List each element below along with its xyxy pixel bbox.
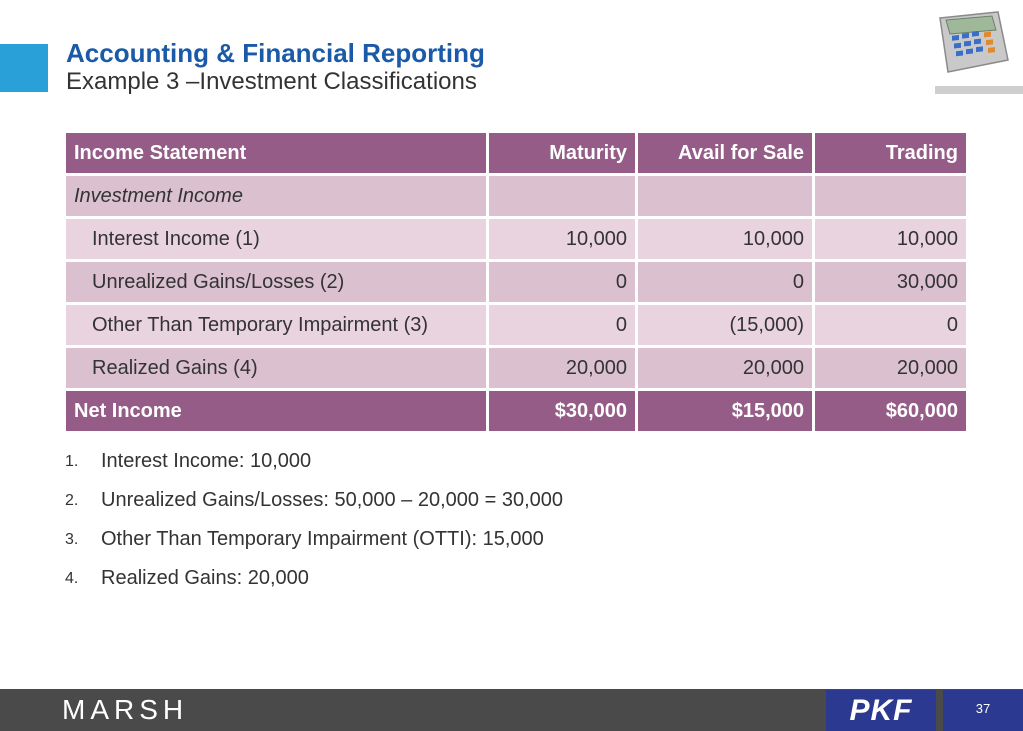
title-divider: [935, 86, 1023, 94]
footnote-item: 4. Realized Gains: 20,000: [65, 567, 563, 606]
cell-avail-for-sale: 10,000: [638, 219, 812, 259]
net-income-trading: $60,000: [815, 391, 966, 431]
footnote-number: 3.: [65, 531, 79, 548]
net-income-row: Net Income $30,000 $15,000 $60,000: [66, 391, 966, 431]
row-label: Investment Income: [66, 176, 486, 216]
header-trading: Trading: [815, 133, 966, 173]
footnote-text: Unrealized Gains/Losses: 50,000 – 20,000…: [101, 489, 563, 511]
header-avail-for-sale: Avail for Sale: [638, 133, 812, 173]
cell-avail-for-sale: [638, 176, 812, 216]
table-row: Realized Gains (4) 20,000 20,000 20,000: [66, 348, 966, 388]
footnote-item: 3. Other Than Temporary Impairment (OTTI…: [65, 528, 563, 567]
income-statement-table: Income Statement Maturity Avail for Sale…: [63, 130, 969, 434]
footnote-text: Interest Income: 10,000: [101, 450, 312, 472]
table-row: Unrealized Gains/Losses (2) 0 0 30,000: [66, 262, 966, 302]
footnote-text: Other Than Temporary Impairment (OTTI): …: [101, 528, 544, 550]
table-row: Interest Income (1) 10,000 10,000 10,000: [66, 219, 966, 259]
cell-trading: 30,000: [815, 262, 966, 302]
table-row: Investment Income: [66, 176, 966, 216]
cell-trading: [815, 176, 966, 216]
header-income-statement: Income Statement: [66, 133, 486, 173]
row-label: Other Than Temporary Impairment (3): [66, 305, 486, 345]
footnotes-list: 1. Interest Income: 10,000 2. Unrealized…: [65, 450, 563, 606]
cell-maturity: 10,000: [489, 219, 635, 259]
cell-maturity: 20,000: [489, 348, 635, 388]
table-row: Other Than Temporary Impairment (3) 0 (1…: [66, 305, 966, 345]
net-income-label: Net Income: [66, 391, 486, 431]
slide-title: Accounting & Financial Reporting: [66, 38, 485, 68]
header-maturity: Maturity: [489, 133, 635, 173]
net-income-maturity: $30,000: [489, 391, 635, 431]
cell-trading: 10,000: [815, 219, 966, 259]
footnote-number: 4.: [65, 570, 79, 587]
row-label: Unrealized Gains/Losses (2): [66, 262, 486, 302]
cell-avail-for-sale: 20,000: [638, 348, 812, 388]
marsh-logo: MARSH: [62, 694, 189, 725]
table-header-row: Income Statement Maturity Avail for Sale…: [66, 133, 966, 173]
calculator-icon: [939, 11, 1009, 73]
cell-maturity: 0: [489, 262, 635, 302]
title-accent-square: [0, 44, 48, 92]
cell-maturity: 0: [489, 305, 635, 345]
cell-trading: 0: [815, 305, 966, 345]
cell-maturity: [489, 176, 635, 216]
slide-subtitle: Example 3 –Investment Classifications: [66, 68, 477, 95]
page-number: 37: [943, 690, 1023, 731]
cell-avail-for-sale: (15,000): [638, 305, 812, 345]
footnote-text: Realized Gains: 20,000: [101, 567, 309, 589]
cell-avail-for-sale: 0: [638, 262, 812, 302]
footnote-number: 2.: [65, 492, 79, 509]
net-income-avail-for-sale: $15,000: [638, 391, 812, 431]
row-label: Realized Gains (4): [66, 348, 486, 388]
row-label: Interest Income (1): [66, 219, 486, 259]
footnote-item: 2. Unrealized Gains/Losses: 50,000 – 20,…: [65, 489, 563, 528]
footnote-item: 1. Interest Income: 10,000: [65, 450, 563, 489]
cell-trading: 20,000: [815, 348, 966, 388]
pkf-logo: PKF: [826, 690, 936, 731]
footnote-number: 1.: [65, 453, 79, 470]
